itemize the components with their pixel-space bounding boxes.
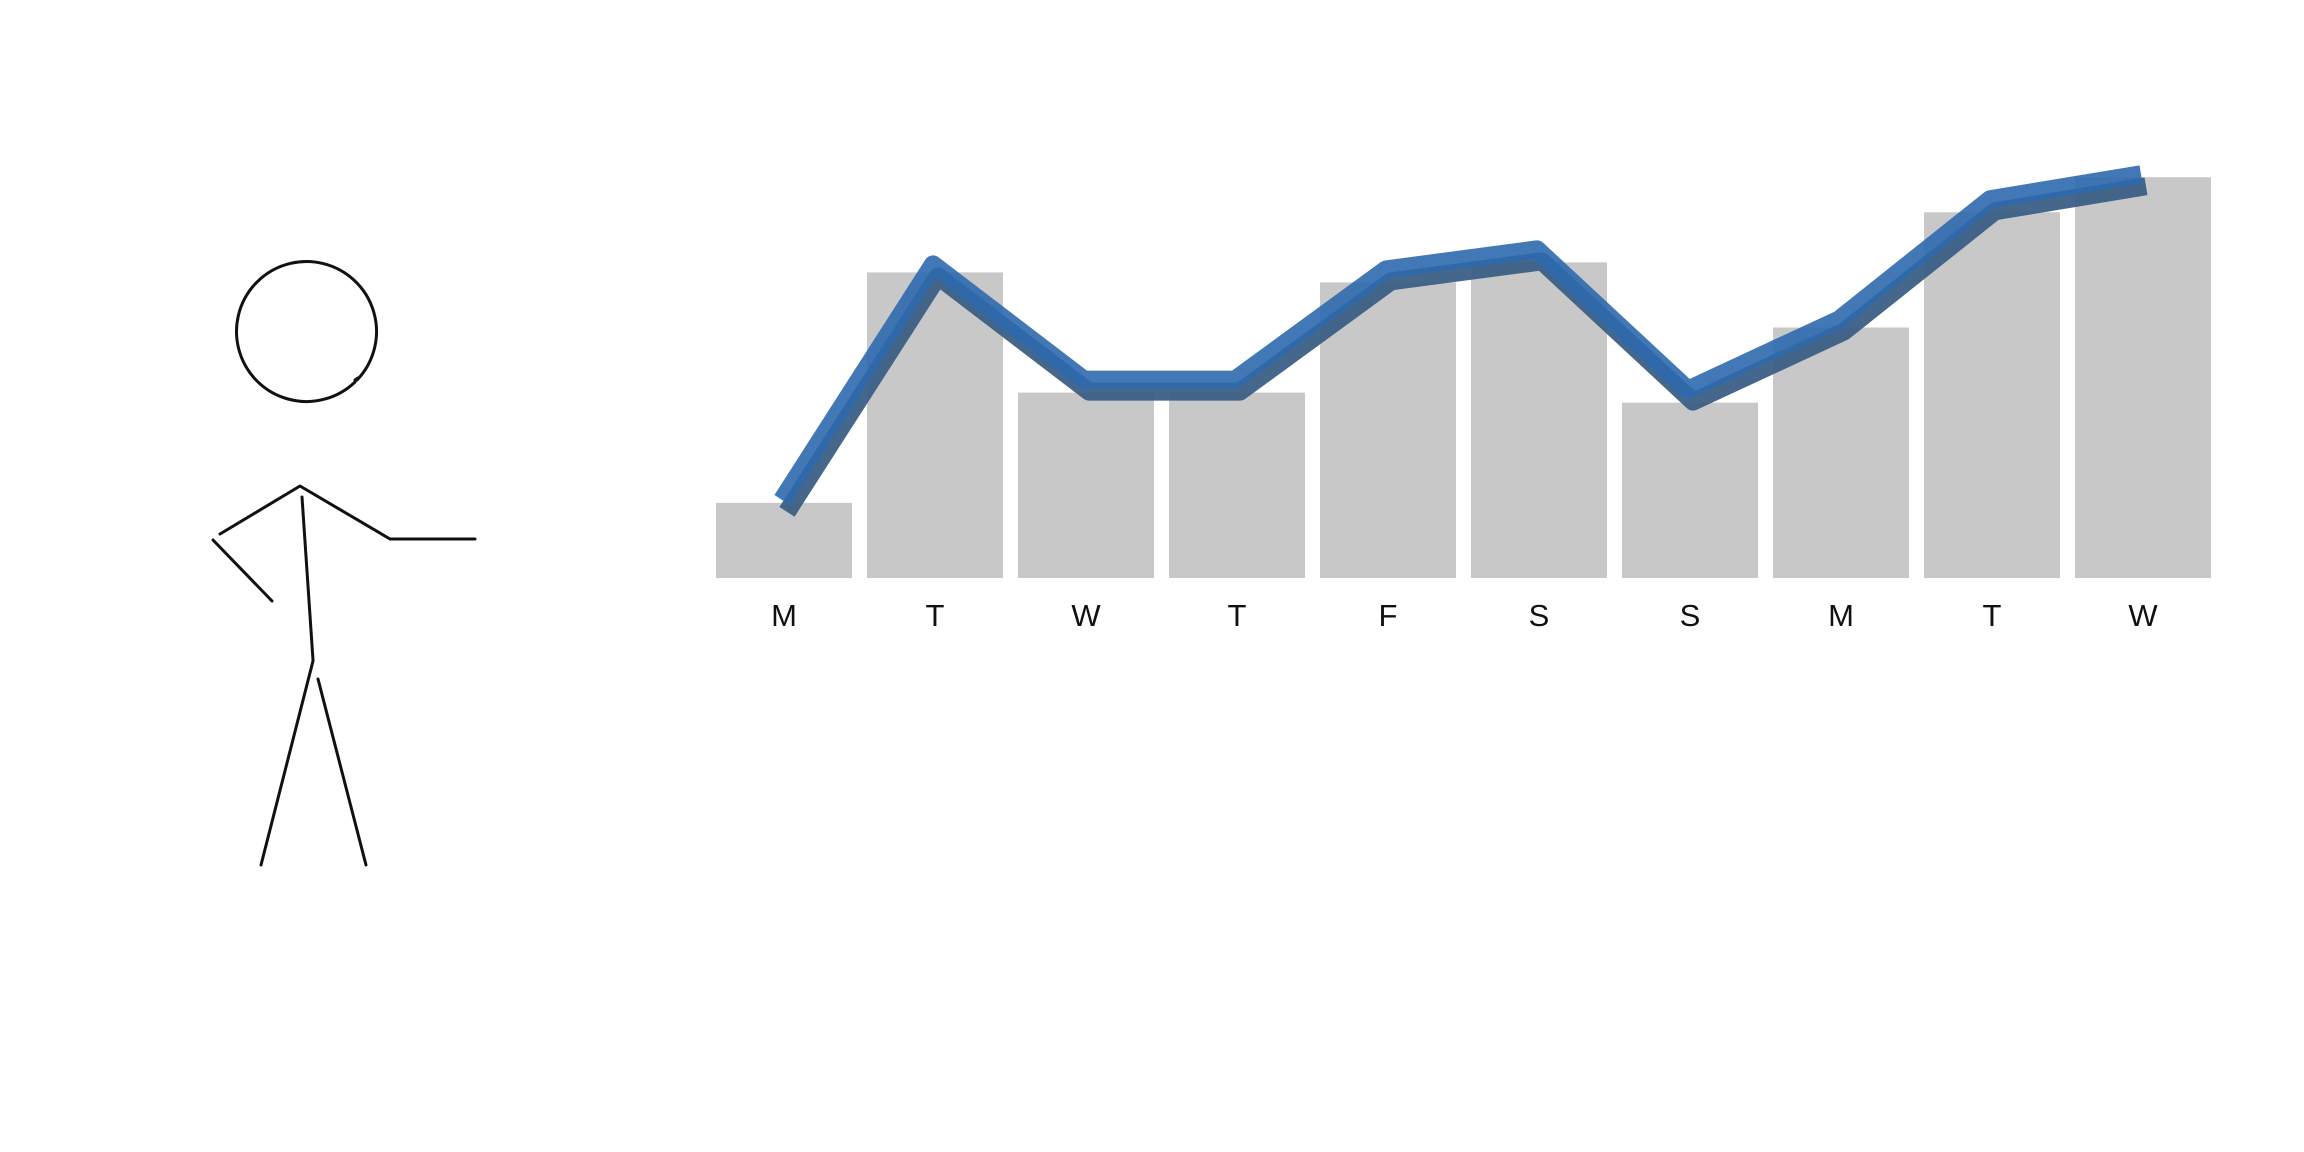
bar-7	[1773, 327, 1909, 578]
bar-3	[1169, 392, 1305, 578]
bar-series	[716, 177, 2211, 578]
line-series	[774, 165, 2148, 517]
x-tick-label-9: W	[2128, 598, 2158, 633]
stick-figure-torso	[300, 495, 315, 662]
x-tick-label-6: S	[1680, 598, 1701, 633]
x-tick-label-0: M	[771, 598, 797, 633]
bar-6	[1622, 402, 1758, 578]
x-tick-label-5: S	[1529, 598, 1550, 633]
stick-figure-left-leg	[259, 659, 315, 867]
x-tick-label-3: T	[1228, 598, 1247, 633]
bar-8	[1924, 212, 2060, 578]
x-tick-label-4: F	[1379, 598, 1398, 633]
x-tick-label-8: T	[1983, 598, 2002, 633]
stick-figure-head-tail	[353, 376, 360, 382]
bar-0	[716, 502, 852, 578]
bar-5	[1471, 262, 1607, 578]
bar-2	[1018, 392, 1154, 578]
stick-figure-pointing-icon	[211, 260, 477, 867]
x-tick-label-7: M	[1828, 598, 1854, 633]
bar-9	[2075, 177, 2211, 578]
x-tick-label-1: T	[926, 598, 945, 633]
stick-figure-head	[235, 260, 378, 403]
x-tick-label-2: W	[1071, 598, 1101, 633]
stick-figure-left-forearm	[211, 538, 274, 603]
stick-figure-right-leg	[316, 677, 368, 867]
bar-4	[1320, 282, 1456, 578]
stick-figure-shoulders	[218, 484, 477, 541]
trend-line	[774, 165, 2143, 505]
